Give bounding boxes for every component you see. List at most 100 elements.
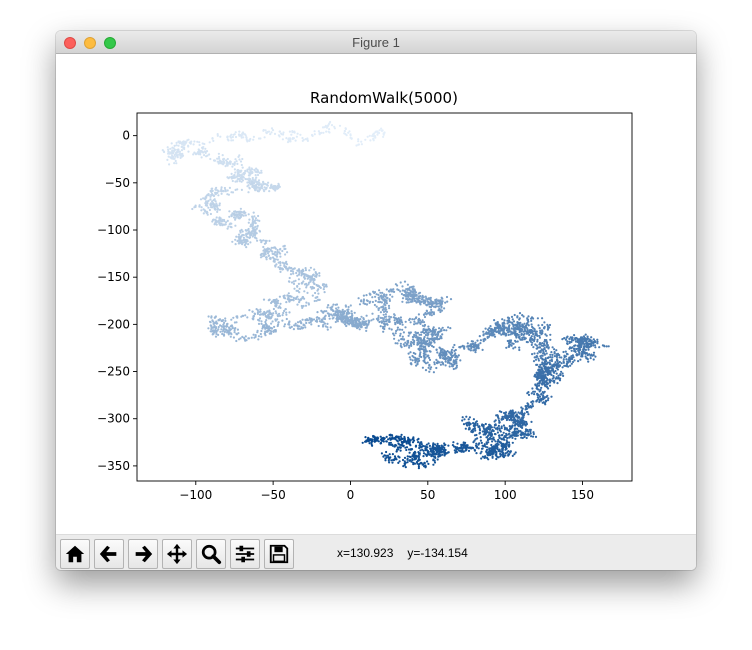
walk-point bbox=[401, 300, 404, 303]
walk-point bbox=[421, 330, 424, 334]
walk-point bbox=[296, 274, 299, 277]
walk-point bbox=[349, 133, 352, 136]
walk-point bbox=[223, 161, 226, 164]
walk-point bbox=[503, 319, 506, 322]
walk-point bbox=[322, 288, 325, 291]
walk-point bbox=[368, 320, 371, 323]
walk-point bbox=[257, 214, 260, 218]
walk-point bbox=[430, 366, 433, 369]
walk-point bbox=[419, 341, 422, 344]
walk-point bbox=[216, 210, 219, 213]
walk-point bbox=[393, 319, 396, 322]
walk-point bbox=[514, 326, 517, 330]
walk-point bbox=[258, 181, 261, 184]
walk-point bbox=[501, 453, 504, 456]
walk-point bbox=[260, 241, 263, 244]
walk-point bbox=[432, 459, 435, 462]
walk-point bbox=[272, 312, 275, 315]
walk-point bbox=[424, 333, 427, 337]
walk-point bbox=[254, 219, 257, 222]
walk-point bbox=[388, 318, 391, 321]
walk-point bbox=[445, 353, 448, 356]
walk-point bbox=[301, 296, 304, 299]
walk-point bbox=[485, 431, 488, 434]
walk-point bbox=[218, 202, 221, 205]
walk-point bbox=[390, 288, 393, 291]
walk-point bbox=[570, 349, 573, 352]
walk-point bbox=[456, 446, 459, 449]
walk-point bbox=[219, 330, 222, 333]
walk-point bbox=[432, 327, 435, 330]
chart[interactable]: RandomWalk(5000) −100 −50 0 50 100 1500−50−10… bbox=[56, 54, 696, 534]
walk-point bbox=[174, 159, 177, 163]
walk-point bbox=[268, 190, 271, 193]
walk-point bbox=[216, 133, 219, 136]
walk-point bbox=[205, 155, 208, 158]
walk-point bbox=[440, 444, 443, 447]
walk-point bbox=[282, 295, 285, 298]
walk-point bbox=[354, 318, 357, 321]
walk-point bbox=[216, 189, 219, 192]
walk-point bbox=[481, 348, 484, 351]
walk-point bbox=[428, 370, 431, 373]
zoom-window-button[interactable] bbox=[104, 37, 116, 49]
walk-point bbox=[216, 207, 219, 210]
walk-point bbox=[530, 338, 533, 341]
walk-point bbox=[399, 342, 402, 345]
walk-point bbox=[502, 417, 505, 421]
walk-point bbox=[473, 425, 476, 428]
walk-point bbox=[411, 287, 414, 290]
walk-point bbox=[467, 418, 470, 421]
walk-point bbox=[315, 299, 318, 302]
figure-canvas[interactable]: RandomWalk(5000) −100 −50 0 50 100 150 0 −50 −10… bbox=[56, 54, 696, 534]
walk-point bbox=[391, 436, 394, 439]
walk-point bbox=[414, 361, 417, 364]
close-window-button[interactable] bbox=[64, 37, 76, 49]
walk-point bbox=[220, 188, 223, 191]
walk-point bbox=[399, 334, 402, 337]
walk-point bbox=[527, 403, 530, 406]
walk-point bbox=[517, 333, 520, 336]
walk-point bbox=[516, 416, 519, 419]
walk-point bbox=[408, 459, 411, 462]
walk-point bbox=[548, 378, 551, 381]
walk-point bbox=[418, 359, 421, 362]
walk-point bbox=[447, 451, 450, 454]
walk-point bbox=[349, 318, 352, 321]
walk-point bbox=[446, 300, 449, 303]
walk-point bbox=[561, 338, 564, 341]
window-title: Figure 1 bbox=[352, 35, 400, 50]
minimize-window-button[interactable] bbox=[84, 37, 96, 49]
walk-point bbox=[266, 325, 269, 328]
walk-point bbox=[385, 310, 389, 313]
walk-point bbox=[537, 324, 540, 327]
walk-point bbox=[450, 348, 454, 351]
walk-point bbox=[535, 384, 538, 387]
walk-point bbox=[500, 427, 503, 430]
walk-point bbox=[431, 329, 434, 332]
walk-point bbox=[232, 316, 235, 319]
walk-point bbox=[554, 369, 557, 373]
walk-point bbox=[247, 232, 250, 235]
title-bar[interactable]: Figure 1 bbox=[56, 31, 696, 54]
walk-point bbox=[546, 399, 550, 402]
walk-point bbox=[275, 263, 278, 266]
walk-point bbox=[279, 270, 282, 273]
walk-point bbox=[430, 303, 433, 306]
walk-point bbox=[452, 346, 455, 349]
walk-point bbox=[330, 306, 333, 310]
walk-point bbox=[496, 444, 499, 447]
walk-point bbox=[397, 442, 400, 445]
walk-point bbox=[225, 221, 228, 224]
walk-point bbox=[226, 157, 229, 161]
walk-point bbox=[211, 220, 214, 223]
walk-point bbox=[504, 443, 507, 446]
walk-point bbox=[271, 187, 274, 190]
walk-point bbox=[425, 310, 429, 313]
walk-point bbox=[477, 443, 480, 446]
walk-point bbox=[214, 335, 218, 338]
walk-point bbox=[292, 282, 296, 285]
walk-point bbox=[473, 439, 476, 442]
walk-point bbox=[167, 150, 170, 153]
walk-point bbox=[490, 443, 493, 447]
